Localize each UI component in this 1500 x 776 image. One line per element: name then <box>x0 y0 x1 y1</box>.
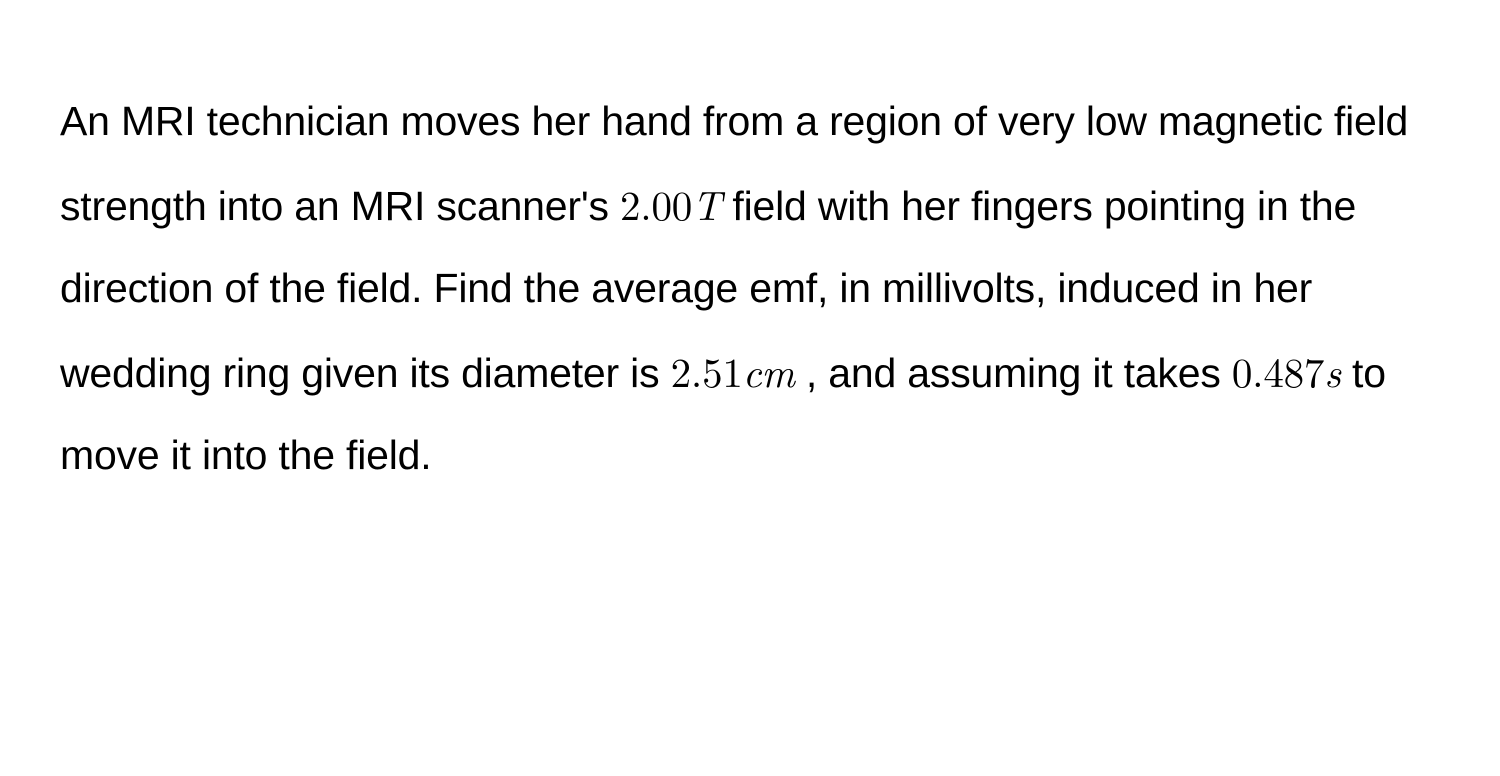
diameter-value: 2.51cm <box>671 341 795 399</box>
field-strength-unit: T <box>692 174 721 232</box>
field-strength-number: 2.00 <box>620 174 692 232</box>
time-unit: s <box>1324 341 1341 399</box>
time-value: 0.487s <box>1232 341 1341 399</box>
diameter-number: 2.51 <box>671 341 743 399</box>
time-number: 0.487 <box>1232 341 1324 399</box>
field-strength-value: 2.00T <box>620 174 721 232</box>
problem-text-segment-3: , and assuming it takes <box>806 350 1232 396</box>
diameter-unit: cm <box>743 341 795 399</box>
physics-problem-statement: An MRI technician moves her hand from a … <box>60 80 1440 496</box>
